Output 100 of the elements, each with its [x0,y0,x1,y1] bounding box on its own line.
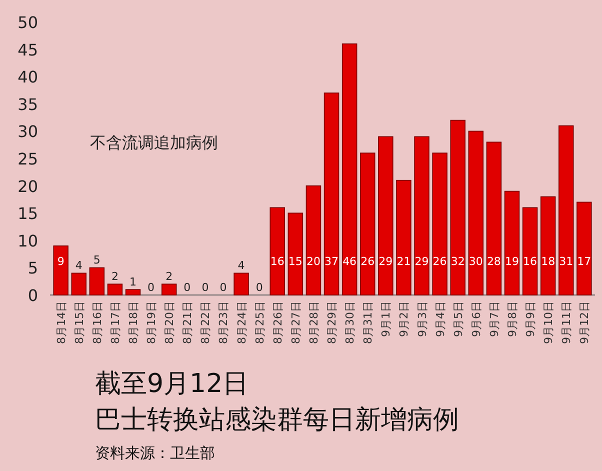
text: 巴士转换站感染群每日新增病例 [95,405,459,435]
data-label: 5 [93,254,100,267]
x-tick-label: 9月11日 [560,301,574,344]
x-tick-label: 8月26日 [271,301,284,344]
bar [540,196,556,296]
bar [306,185,322,296]
x-tick-label: 8月20日 [163,301,176,344]
x-tick-label: 9月3日 [416,301,429,337]
data-label: 0 [184,281,191,294]
bar [161,284,177,296]
data-label: 29 [414,255,429,268]
x-tick-label: 8月14日 [54,301,68,344]
data-label: 15 [288,255,302,268]
data-label: 20 [306,255,320,268]
x-tick-label: 9月2日 [398,301,411,337]
data-label: 37 [324,255,339,268]
data-label: 30 [468,255,483,268]
data-label: 18 [541,255,556,268]
bar [450,120,466,296]
x-tick-label: 8月16日 [90,301,104,344]
data-label: 0 [256,281,263,294]
data-label: 1 [130,276,137,289]
bar [432,152,448,296]
y-tick-label: 15 [18,204,38,224]
data-label: 46 [342,255,357,268]
data-label: 32 [450,255,465,268]
data-label: 0 [148,281,155,294]
x-tick-label: 8月19日 [145,301,158,344]
x-tick-label: 8月30日 [344,301,357,344]
bar [522,207,538,296]
x-tick-label: 8月21日 [181,301,194,344]
bar [53,245,68,296]
data-label: 0 [220,281,227,294]
bar [234,272,249,296]
x-tick-label: 9月6日 [470,301,483,337]
x-tick-label: 8月28日 [307,301,320,344]
data-label: 26 [432,255,447,268]
bar [378,136,394,296]
text: 资料来源：卫生部 [95,444,215,462]
x-tick-label: 9月5日 [452,301,465,337]
bar [89,267,105,296]
x-tick-label: 8月17日 [108,301,122,344]
bar [468,130,484,296]
bar [486,142,502,296]
y-tick-label: 25 [18,150,38,168]
data-label: 26 [360,255,375,268]
bar [107,284,123,296]
bar [342,43,358,296]
x-tick-label: 9月8日 [506,301,519,337]
x-tick-label: 9月9日 [524,301,538,337]
x-tick-label: 8月23日 [217,301,230,344]
x-tick-label: 8月18日 [127,301,140,344]
data-label: 16 [523,255,538,268]
data-label: 9 [57,255,64,268]
x-tick-label: 9月7日 [488,301,501,337]
y-tick-label: 0 [28,286,38,305]
x-tick-label: 9月1日 [380,301,393,337]
bar [324,92,340,296]
y-tick-label: 10 [18,231,38,250]
x-tick-label: 8月22日 [199,301,212,344]
x-tick-label: 8月15日 [72,301,86,344]
y-tick-label: 5 [28,258,38,278]
data-label: 4 [75,259,82,272]
x-tick-label: 8月25日 [253,301,266,344]
y-tick-label: 35 [18,94,38,114]
data-label: 19 [504,255,519,268]
bar [558,125,574,296]
x-tick-label: 8月29日 [326,301,339,344]
y-tick-label: 50 [18,13,38,32]
bar [125,289,141,296]
x-tick-label: 8月31日 [362,301,375,344]
data-label: 31 [559,255,574,268]
data-label: 2 [166,270,173,284]
bar [360,152,376,296]
y-tick-label: 40 [18,68,38,87]
bar [288,212,304,296]
data-label: 29 [378,255,393,268]
bar [71,272,86,296]
y-tick-label: 45 [18,40,38,60]
data-label: 16 [270,255,284,268]
data-label: 0 [202,281,209,294]
bar [270,207,286,296]
data-label: 21 [396,255,411,268]
bar [414,136,430,296]
x-tick-label: 8月24日 [235,301,248,344]
data-label: 4 [238,259,245,272]
x-tick-label: 9月12日 [578,301,592,344]
bar [576,202,592,296]
data-label: 2 [111,270,118,284]
bar [396,180,412,296]
text: 截至9月12日 [95,369,249,399]
y-tick-label: 20 [18,176,38,196]
x-tick-label: 9月10日 [542,301,556,344]
annotation: 不含流调追加病例 [90,133,218,152]
data-label: 28 [486,255,501,268]
data-label: 17 [577,255,592,268]
x-tick-label: 8月27日 [289,301,302,344]
x-tick-label: 9月4日 [434,301,447,337]
y-tick-label: 30 [18,122,38,142]
bar [504,190,520,296]
